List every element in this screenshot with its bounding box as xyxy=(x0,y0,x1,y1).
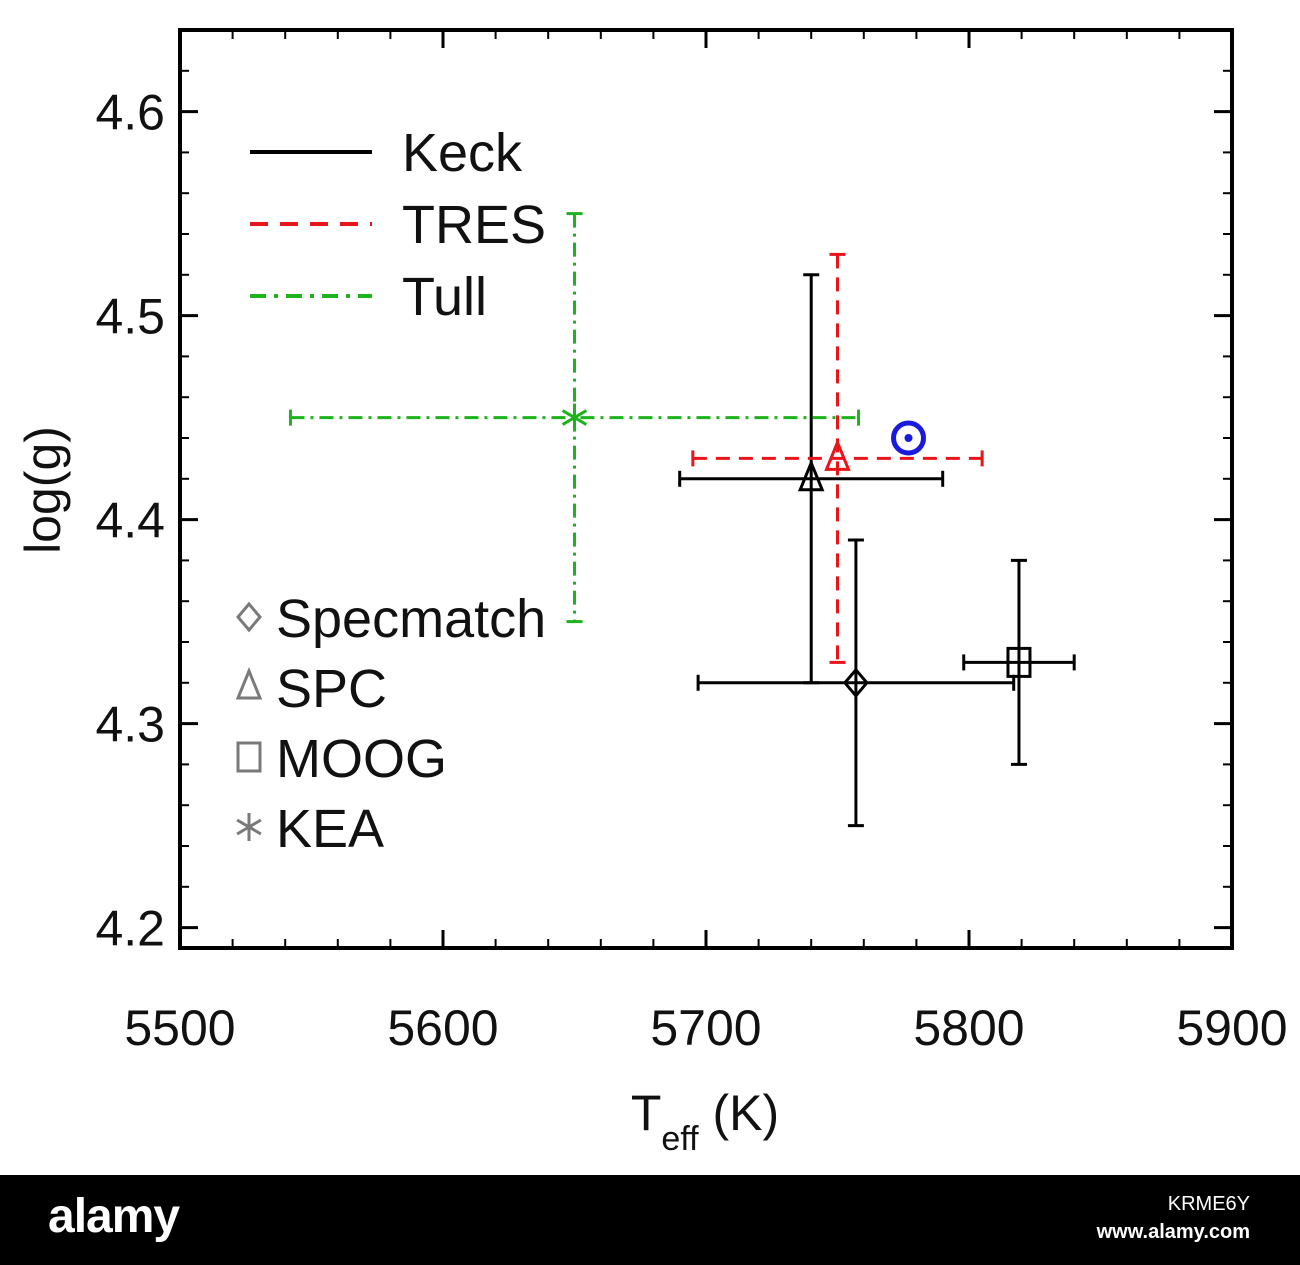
data-point-keck-spc xyxy=(678,273,945,685)
legend-symbol-marker xyxy=(236,601,262,633)
ticks-layer: 5500 5600 5700 5800 5900 4.2 4.3 4.4 4.5 4.6 xyxy=(95,29,1288,1056)
sun-symbol xyxy=(891,420,927,456)
legend-symbol-moog: MOOG xyxy=(236,729,447,789)
x-axis-title: Teff (K) xyxy=(631,1085,779,1158)
x-tick-label: 5800 xyxy=(913,1000,1024,1056)
legend: Keck TRES Tull Specmatch SPC MOOG KEA xyxy=(235,123,546,859)
scatter-plot: 5500 5600 5700 5800 5900 4.2 4.3 4.4 4.5 4.6 Keck… xyxy=(15,28,1288,1158)
point-marker xyxy=(797,458,825,492)
legend-line-tull: Tull xyxy=(250,267,487,327)
x-tick-label: 5600 xyxy=(387,1000,498,1056)
point-marker xyxy=(824,438,851,471)
y-tick-label: 4.5 xyxy=(95,289,165,345)
x-tick-label: 5500 xyxy=(124,1000,235,1056)
legend-symbol-specmatch: Specmatch xyxy=(236,589,546,649)
brand-logo: alamy xyxy=(48,1190,180,1243)
x-tick-label: 5700 xyxy=(650,1000,761,1056)
legend-symbol-label: MOOG xyxy=(276,729,447,789)
legend-line-label: Keck xyxy=(402,123,523,183)
y-axis-title: log(g) xyxy=(15,426,71,554)
legend-symbol-label: KEA xyxy=(276,799,384,859)
point-marker xyxy=(1006,646,1032,678)
y-tick-label: 4.2 xyxy=(95,901,165,957)
legend-symbol-marker xyxy=(235,667,263,700)
sun-dot xyxy=(904,434,913,442)
legend-line-label: Tull xyxy=(402,267,487,327)
point-marker xyxy=(842,667,869,699)
asterisk-stroke xyxy=(236,818,262,836)
site-url-label: www.alamy.com xyxy=(1096,1221,1250,1243)
legend-line-keck: Keck xyxy=(250,123,523,183)
data-point-keck-moog xyxy=(962,558,1076,766)
x-axis-title-main: T xyxy=(631,1085,662,1141)
legend-line-tres: TRES xyxy=(250,195,546,255)
data-point-keck-specmatch xyxy=(696,538,1016,828)
x-tick-label: 5900 xyxy=(1176,1000,1287,1056)
legend-symbol-label: Specmatch xyxy=(276,589,546,649)
legend-symbol-marker xyxy=(236,741,262,773)
data-point-tres-spc xyxy=(691,252,984,664)
legend-symbol-marker xyxy=(236,813,262,841)
legend-symbol-label: SPC xyxy=(276,659,387,719)
x-axis-title-unit: (K) xyxy=(699,1085,780,1141)
y-tick-label: 4.3 xyxy=(95,697,165,753)
legend-line-label: TRES xyxy=(402,195,546,255)
x-axis-title-sub: eff xyxy=(661,1120,699,1158)
asterisk-stroke xyxy=(561,409,588,426)
legend-symbol-kea: KEA xyxy=(236,799,384,859)
point-marker xyxy=(561,403,588,432)
legend-symbol-spc: SPC xyxy=(235,659,387,719)
y-tick-label: 4.4 xyxy=(95,493,165,549)
y-tick-label: 4.6 xyxy=(95,85,165,141)
image-id-label: KRME6Y xyxy=(1167,1193,1250,1215)
data-point-tull-kea xyxy=(288,212,861,624)
watermark-footer: alamy KRME6Y www.alamy.com xyxy=(0,1175,1300,1265)
sun-ring xyxy=(891,420,927,456)
marks-layer xyxy=(288,212,1076,828)
